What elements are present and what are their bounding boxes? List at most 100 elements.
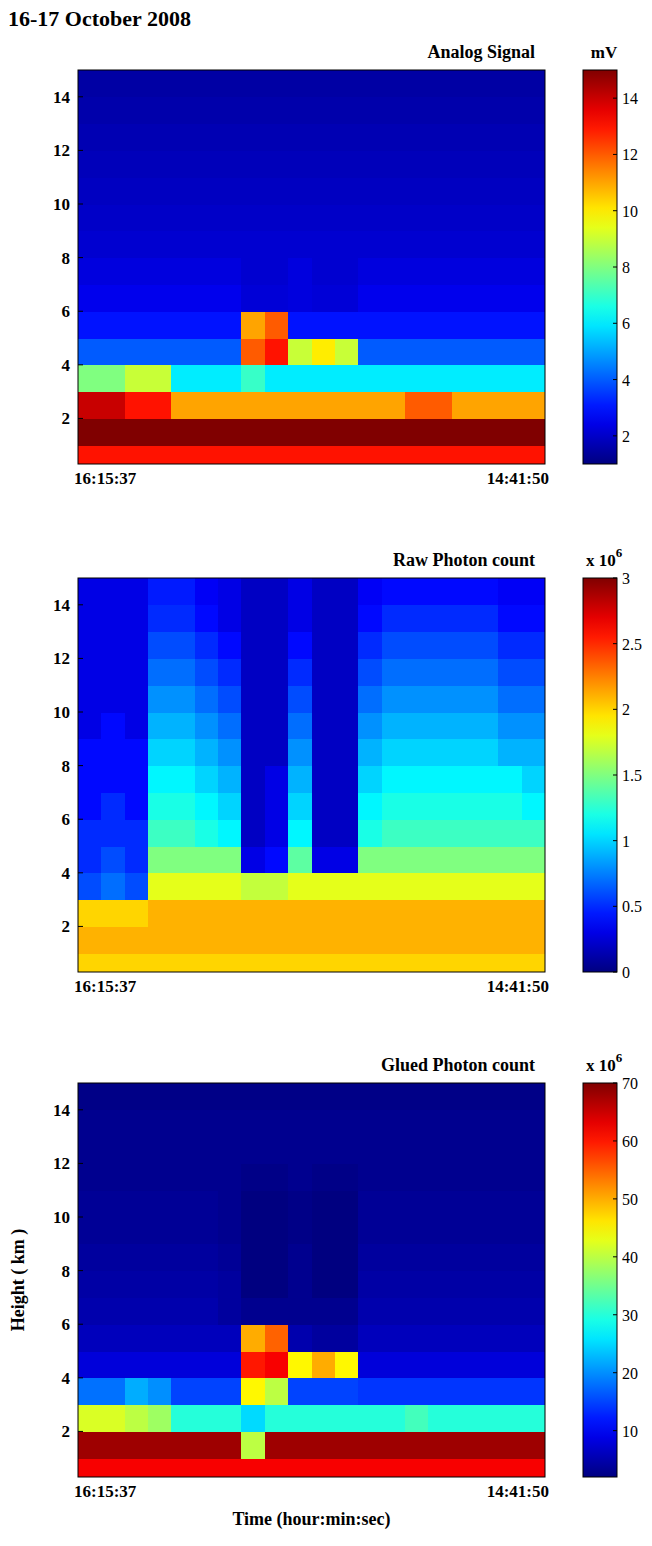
cell [522,177,545,204]
cell [78,873,102,900]
cell [522,418,545,445]
cell [101,819,125,846]
cell [405,97,429,124]
colorbar-tick [613,210,617,211]
cell [382,926,406,953]
cell [265,1137,289,1164]
cell [452,1378,476,1405]
cells [78,70,545,464]
cell [522,953,545,972]
cell [125,900,149,927]
cell [358,1378,382,1405]
cell [241,792,265,819]
cell [125,739,149,766]
cell [335,712,359,739]
cell [125,1431,149,1458]
y-tick [78,765,83,766]
cell [475,1297,499,1324]
cell [498,1190,522,1217]
cell [125,766,149,793]
cell [148,632,172,659]
cell [405,365,429,392]
colorbar-tick [613,1198,617,1199]
colorbar-tick [613,709,617,710]
cell [382,766,406,793]
y-tick-label: 4 [62,864,71,883]
cell [195,1163,219,1190]
cell [358,445,382,464]
cell [428,418,452,445]
cell [241,953,265,972]
cell [405,819,429,846]
cell [265,150,289,177]
cell [452,792,476,819]
cell [265,739,289,766]
cell [498,204,522,231]
cell [335,258,359,285]
cell [171,792,195,819]
cell [288,1297,312,1324]
cell [358,231,382,258]
cell [312,605,336,632]
cell [171,1458,195,1477]
cell [218,766,242,793]
cell [101,231,125,258]
cell [405,1431,429,1458]
cell [522,926,545,953]
cell [405,1351,429,1378]
cell [195,766,219,793]
cell [195,231,219,258]
cell [312,311,336,338]
cell [265,1378,289,1405]
cell [452,605,476,632]
y-tick [78,1324,83,1325]
cell [312,926,336,953]
cell [475,70,499,97]
cell [498,953,522,972]
cell [382,1458,406,1477]
colorbar-tick-label: 3 [622,570,630,587]
colorbar-title-text: x 10 [586,551,616,570]
cell [522,658,545,685]
cell [405,338,429,365]
cell [148,1351,172,1378]
cell [218,338,242,365]
cell [358,392,382,419]
cell [428,1190,452,1217]
cell [195,418,219,445]
cell [522,712,545,739]
cell [241,124,265,151]
cell [428,658,452,685]
y-tick [78,1163,83,1164]
cell [101,792,125,819]
cell [171,150,195,177]
cell [498,1271,522,1298]
cell [171,1431,195,1458]
cell [125,1324,149,1351]
cell [475,1271,499,1298]
cell [171,658,195,685]
y-tick [78,1377,83,1378]
cell [288,1378,312,1405]
cell [288,231,312,258]
y-tick-label: 2 [62,409,71,428]
cell [125,605,149,632]
y-tick-label: 4 [62,1369,71,1388]
cell [78,1458,102,1477]
colorbar-exponent: 6 [616,545,623,560]
y-tick [78,872,83,873]
cell [498,258,522,285]
cell [288,311,312,338]
cell [428,70,452,97]
cell [358,658,382,685]
cell [288,632,312,659]
cell [405,284,429,311]
cell [241,1405,265,1432]
cell [125,792,149,819]
cell [195,1431,219,1458]
cell [382,258,406,285]
cell [382,1110,406,1137]
cell [475,1244,499,1271]
cell [405,578,429,605]
cell [405,1137,429,1164]
